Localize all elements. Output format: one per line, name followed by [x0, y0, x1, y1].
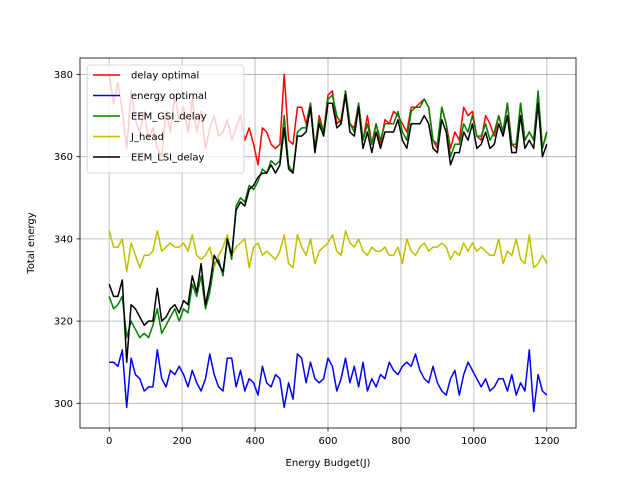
- legend-label-eem-lsi-delay: EEM_LSI_delay: [131, 153, 205, 164]
- legend-box: [86, 64, 245, 174]
- y-tick-label: 360: [54, 152, 73, 163]
- legend-label-eem-gsi-delay: EEM_GSI_delay: [131, 112, 207, 123]
- y-tick-label: 300: [54, 399, 73, 410]
- series-lines: [108, 73, 548, 413]
- series-line-energy-optimal: [109, 349, 548, 413]
- y-tick-label: 320: [54, 317, 73, 328]
- series-line-eem-gsi-delay: [108, 90, 548, 339]
- x-tick-label: 600: [318, 436, 337, 447]
- series-line-j-head: [108, 229, 548, 273]
- series-line-eem-lsi-delay: [108, 94, 548, 363]
- legend-label-j-head: J_head: [130, 132, 164, 143]
- x-tick-label: 1200: [534, 436, 559, 447]
- x-tick-label: 200: [173, 436, 192, 447]
- legend-label-energy-optimal: energy optimal: [131, 91, 207, 102]
- x-tick-label: 0: [106, 436, 112, 447]
- axis-ticks: 0 200 400 600 800 1000 1200 300 320 340 360 380: [54, 70, 560, 447]
- x-tick-label: 400: [246, 436, 265, 447]
- legend-label-delay-optimal: delay optimal: [131, 71, 199, 82]
- x-tick-label: 800: [391, 436, 410, 447]
- legend: delay optimal energy optimal EEM_GSI_delay…: [86, 64, 245, 174]
- y-tick-label: 340: [54, 234, 73, 245]
- x-tick-label: 1000: [461, 436, 486, 447]
- x-axis-label: Energy Budget(J): [286, 458, 371, 469]
- y-axis-label: Total energy: [26, 212, 37, 274]
- y-tick-label: 380: [54, 70, 73, 81]
